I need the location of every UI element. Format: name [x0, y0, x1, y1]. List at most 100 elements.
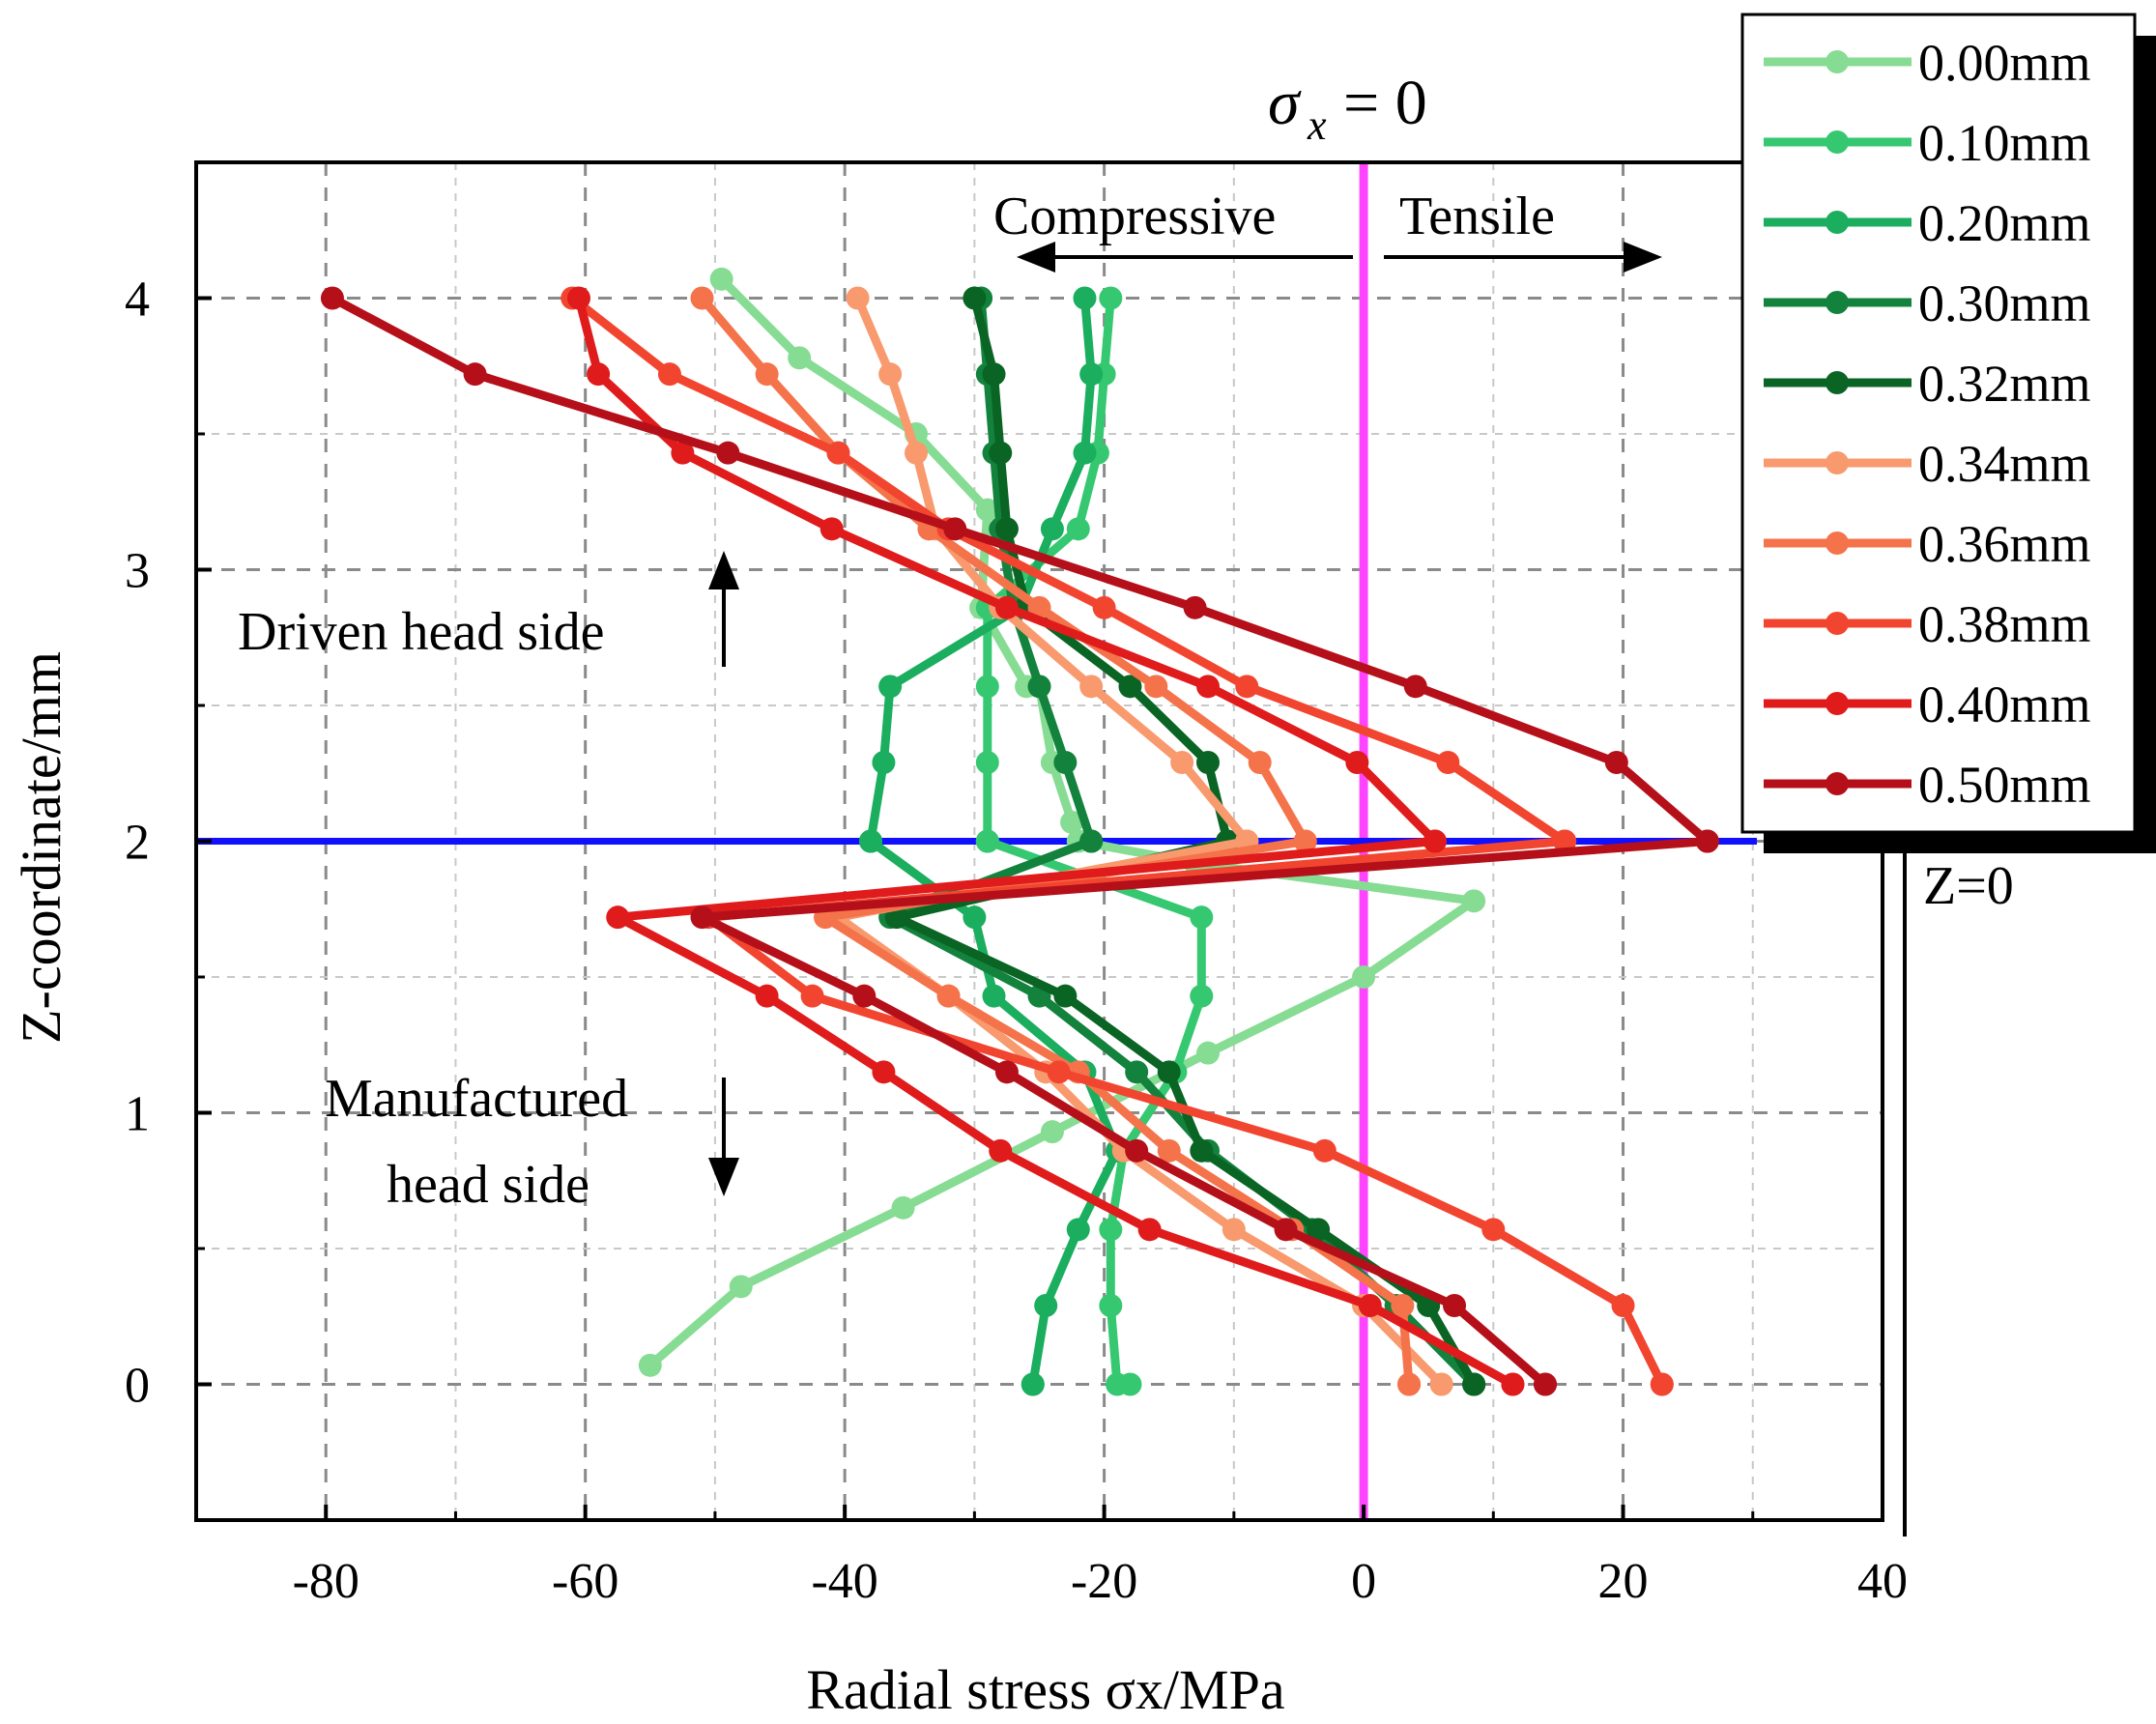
data-point: [1190, 1138, 1214, 1163]
data-point: [1345, 751, 1369, 775]
data-point: [1118, 675, 1142, 699]
data-point: [1274, 1218, 1298, 1242]
x-tick-label: -60: [552, 1554, 618, 1609]
data-point: [1196, 675, 1220, 699]
data-point: [1125, 1138, 1149, 1163]
legend-item: 0.40mm: [1764, 675, 2091, 733]
legend-item: 0.30mm: [1764, 274, 2091, 332]
data-point: [320, 286, 344, 310]
x-tick-label: 0: [1351, 1554, 1376, 1609]
data-point: [1190, 905, 1214, 930]
legend-label: 0.00mm: [1918, 34, 2091, 92]
data-point: [1066, 517, 1090, 541]
data-point: [1170, 751, 1194, 775]
legend-item: 0.00mm: [1764, 34, 2091, 92]
data-point: [859, 829, 882, 853]
data-point: [1196, 1041, 1220, 1065]
data-point: [1312, 1138, 1337, 1163]
data-point: [1118, 1372, 1142, 1396]
data-point: [994, 517, 1019, 541]
x-axis-label: Radial stress σx/MPa: [806, 1658, 1284, 1721]
data-point: [1079, 829, 1104, 853]
data-point: [1034, 1294, 1058, 1318]
data-point: [463, 362, 487, 387]
legend-label: 0.40mm: [1918, 675, 2091, 733]
legend-item: 0.50mm: [1764, 756, 2091, 814]
data-point: [587, 362, 611, 387]
data-point: [1534, 1372, 1557, 1396]
x-tick-label: -40: [811, 1554, 877, 1609]
data-point: [709, 267, 733, 291]
data-point: [690, 286, 714, 310]
legend-item: 0.20mm: [1764, 194, 2091, 252]
data-point: [826, 441, 850, 465]
data-point: [1027, 675, 1051, 699]
legend-item: 0.10mm: [1764, 114, 2091, 172]
data-point: [1481, 1218, 1506, 1242]
data-point: [1053, 751, 1078, 775]
y-axis-label: Z-coordinate/mm: [10, 651, 72, 1044]
axis-ticks: -80 -60 -40 -20 0 20 40 0 1 2 3 4: [125, 273, 1908, 1610]
data-point: [1125, 1060, 1149, 1084]
data-point: [690, 905, 714, 930]
data-point: [975, 675, 999, 699]
data-point: [1053, 984, 1078, 1008]
data-point: [1403, 675, 1427, 699]
legend-label: 0.10mm: [1918, 114, 2091, 172]
manufactured-label-line2: head side: [387, 1155, 589, 1215]
legend-marker: [1825, 371, 1849, 394]
z0-label: Z=0: [1923, 856, 2014, 916]
data-point: [878, 675, 903, 699]
data-point: [982, 362, 1006, 387]
data-point: [994, 1060, 1019, 1084]
data-point: [1611, 1294, 1635, 1318]
data-point: [800, 984, 824, 1008]
data-point: [982, 984, 1006, 1008]
data-point: [1079, 675, 1104, 699]
data-point: [1307, 1218, 1331, 1242]
data-point: [989, 441, 1013, 465]
legend-label: 0.50mm: [1918, 756, 2091, 814]
data-point: [1436, 751, 1460, 775]
data-point: [1462, 1372, 1486, 1396]
data-point: [1137, 1218, 1162, 1242]
legend: 0.00mm 0.10mm 0.20mm 0.30mm 0.32mm 0.34mm 0.36…: [1740, 13, 2156, 853]
data-point: [975, 751, 999, 775]
data-point: [657, 362, 681, 387]
legend-box: [1740, 13, 2137, 834]
data-point: [1079, 362, 1104, 387]
data-point: [1397, 1372, 1422, 1396]
legend-item: 0.36mm: [1764, 515, 2091, 573]
data-point: [975, 498, 999, 522]
legend-marker: [1825, 211, 1849, 234]
data-point: [566, 286, 590, 310]
y-tick-label: 1: [125, 1087, 150, 1142]
manufactured-label-line1: Manufactured: [325, 1069, 628, 1129]
data-point: [788, 346, 812, 370]
data-point: [755, 984, 779, 1008]
x-tick-label: -20: [1071, 1554, 1137, 1609]
data-point: [963, 286, 987, 310]
data-point: [846, 286, 870, 310]
legend-marker: [1825, 130, 1849, 154]
y-tick-label: 4: [125, 273, 150, 328]
data-point: [1604, 751, 1628, 775]
legend-label: 0.30mm: [1918, 274, 2091, 332]
legend-marker: [1825, 772, 1849, 795]
data-point: [638, 1353, 662, 1377]
data-point: [1443, 1294, 1467, 1318]
data-point: [1196, 751, 1220, 775]
data-point: [1157, 1060, 1181, 1084]
data-point: [1157, 1138, 1181, 1163]
legend-item: 0.32mm: [1764, 355, 2091, 413]
data-point: [1099, 286, 1123, 310]
annotations: σ x = 0 Compressive Tensile Driven head …: [238, 68, 2014, 1537]
data-point: [1099, 1218, 1123, 1242]
data-point: [819, 517, 844, 541]
series-0.40mm: [566, 286, 1525, 1396]
data-point: [1429, 1372, 1453, 1396]
data-point: [872, 1060, 896, 1084]
data-point: [1352, 965, 1376, 989]
data-point: [1248, 751, 1272, 775]
